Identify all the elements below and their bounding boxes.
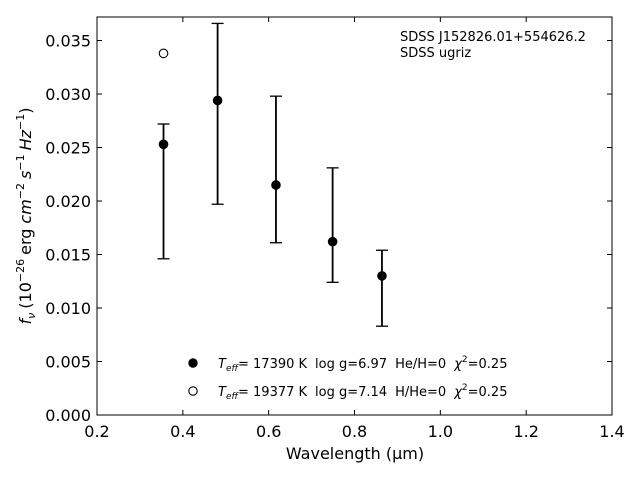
y-tick-label: 0.000 [45,406,91,425]
y-tick-label: 0.020 [45,192,91,211]
y-axis-label: fν(10−26ergcm−2s−1Hz−1) [14,108,38,325]
y-tick-label: 0.030 [45,85,91,104]
y-tick-label: 0.025 [45,139,91,158]
y-tick-label: 0.005 [45,353,91,372]
x-tick-label: 0.2 [84,422,109,441]
x-tick-label: 1.4 [599,422,624,441]
legend-marker-open [188,386,198,396]
x-axis-ticks: 0.2 0.4 0.6 0.8 1.0 1.2 1.4 [84,17,625,441]
x-axis-label: Wavelength (μm) [286,444,424,463]
x-tick-label: 1.2 [513,422,538,441]
y-axis-ticks: 0.000 0.005 0.010 0.015 0.020 0.025 0.030 0.035 [45,32,612,425]
x-tick-label: 0.8 [342,422,367,441]
data-point-open [158,48,169,59]
data-point-filled [377,271,387,281]
annotation-object-name: SDSS J152826.01+554626.2 [400,30,586,45]
annotation-photometry: SDSS ugriz [400,46,471,61]
x-tick-label: 0.6 [256,422,281,441]
y-tick-label: 0.015 [45,246,91,265]
x-tick-label: 0.4 [170,422,195,441]
y-tick-label: 0.010 [45,299,91,318]
data-point-filled [327,236,338,247]
data-point-filled [158,139,169,150]
y-tick-label: 0.035 [45,32,91,51]
data-markers [158,48,387,281]
data-point-filled [271,180,281,190]
data-point-filled [212,95,223,106]
legend-marker-filled [188,358,198,368]
x-tick-label: 1.0 [428,422,453,441]
